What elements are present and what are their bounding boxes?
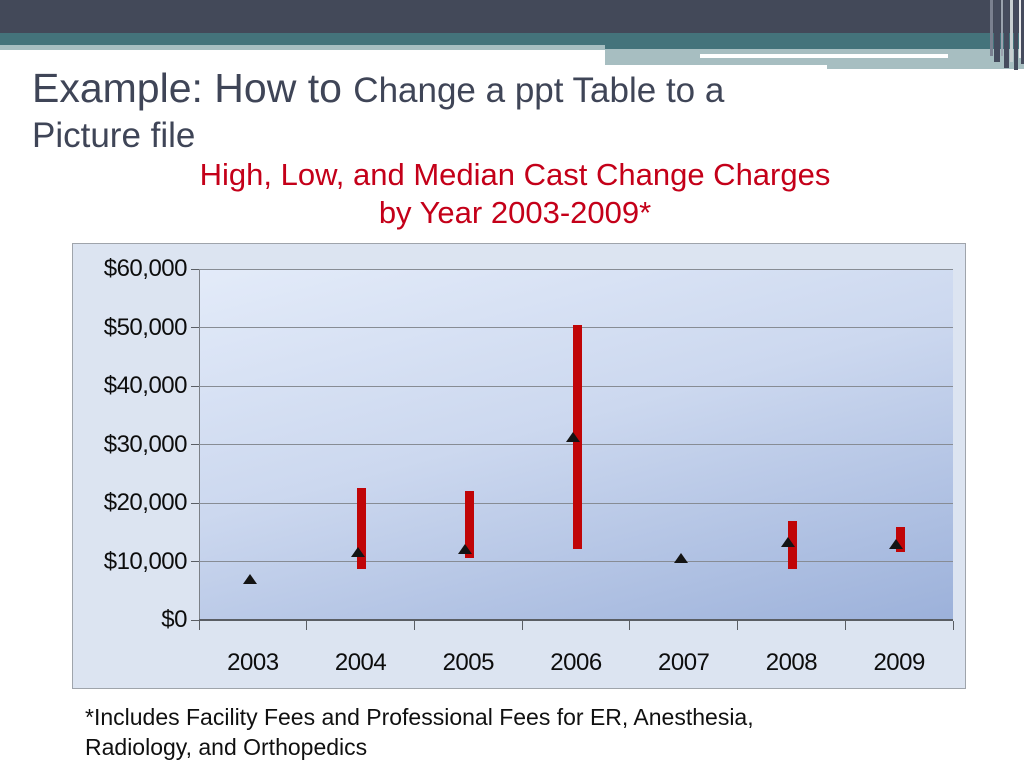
y-axis-tick: [191, 444, 199, 445]
hilo-bar: [357, 487, 367, 570]
header-teal-band: [0, 33, 1024, 45]
y-axis-label: $10,000: [103, 547, 188, 575]
x-axis-label: 2004: [334, 649, 387, 676]
x-axis-label: 2008: [765, 649, 818, 676]
chart-title-line2: by Year 2003-2009*: [378, 195, 652, 230]
y-axis-tick: [191, 327, 199, 328]
median-marker: [242, 574, 257, 585]
x-axis-tick: [198, 621, 200, 630]
stripe: [990, 0, 993, 56]
y-axis-tick: [191, 561, 199, 562]
stripe: [1001, 0, 1003, 56]
stripe: [1019, 0, 1021, 58]
slide-title-secondary: Change a ppt Table to a: [353, 71, 725, 110]
y-axis-tick: [191, 619, 199, 621]
stripe: [1021, 0, 1024, 64]
x-axis-tick: [844, 621, 846, 630]
x-axis-tick: [413, 621, 415, 630]
y-axis-tick: [191, 268, 199, 270]
x-axis-tick: [306, 621, 308, 630]
x-axis-label: 2006: [550, 649, 602, 676]
x-axis-label: 2005: [442, 649, 495, 676]
x-axis-line: [199, 619, 953, 621]
chart-title-line1: High, Low, and Median Cast Change Charge…: [199, 157, 831, 192]
y-axis-label: $60,000: [103, 255, 188, 282]
median-marker: [673, 552, 688, 563]
footnote-line2: Radiology, and Orthopedics: [85, 734, 368, 760]
y-axis-label: $40,000: [103, 372, 188, 399]
stripe: [1010, 0, 1013, 62]
footnote-line1: *Includes Facility Fees and Professional…: [85, 704, 754, 730]
stripe: [994, 0, 1000, 62]
y-gridline: [199, 561, 953, 562]
header-sage-step: [827, 65, 1024, 69]
chart-title: High, Low, and Median Cast Change Charge…: [110, 156, 920, 232]
slide-title-line1: Example: How to Change a ppt Table to a: [32, 66, 972, 113]
median-marker: [566, 432, 580, 443]
y-axis-tick: [191, 385, 199, 387]
footnote: *Includes Facility Fees and Professional…: [85, 702, 945, 762]
stripe: [1004, 0, 1009, 68]
x-axis-label: 2003: [227, 649, 279, 676]
x-axis-label: 2009: [873, 649, 925, 676]
header-dark-bar: [0, 0, 1024, 33]
y-axis-tick: [191, 502, 199, 504]
x-axis-label: 2007: [658, 649, 710, 676]
chart-frame: $0 $10,000 $20,000 $30,000 $40,000 $50,000 $60…: [72, 243, 966, 689]
median-marker: [350, 547, 365, 558]
header-white-line: [700, 54, 948, 58]
stripe: [1014, 0, 1018, 70]
x-axis-tick: [629, 621, 631, 630]
x-axis-tick: [952, 621, 954, 630]
slide-title: Example: How to Change a ppt Table to a …: [32, 66, 972, 158]
x-axis-tick: [737, 621, 739, 630]
median-marker: [458, 543, 473, 554]
y-axis-label: $50,000: [103, 313, 188, 341]
y-axis-label: $0: [161, 606, 187, 633]
header-sage-strip: [0, 45, 605, 50]
y-axis-label: $30,000: [103, 430, 188, 458]
x-axis-tick: [521, 621, 523, 630]
hilo-bar: [464, 490, 474, 558]
y-axis-label: $20,000: [103, 489, 188, 516]
slide-title-line2: Picture file: [32, 116, 196, 155]
y-gridline: [199, 268, 953, 270]
corner-stripes-decoration: [988, 0, 1024, 70]
slide-title-primary: Example: How to: [32, 65, 354, 111]
median-marker: [781, 536, 796, 547]
median-marker: [889, 538, 904, 549]
header-teal-band-right: [605, 45, 1024, 49]
